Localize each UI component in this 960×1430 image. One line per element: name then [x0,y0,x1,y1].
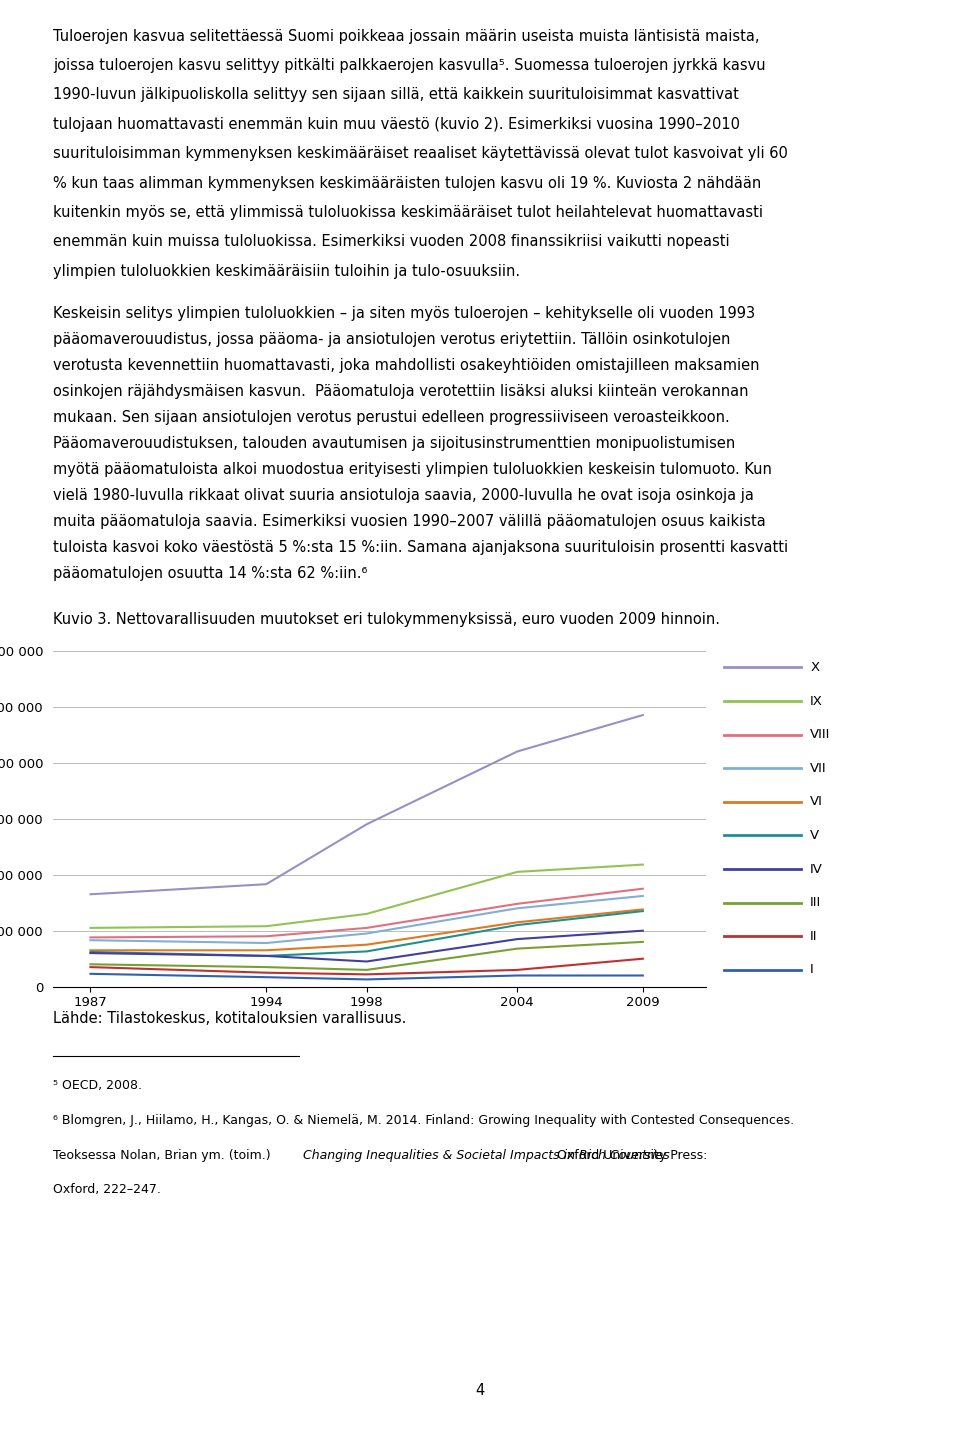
VI [260,942,272,960]
Text: enemmän kuin muissa tuloluokissa. Esimerkiksi vuoden 2008 finanssikriisi vaikutt: enemmän kuin muissa tuloluokissa. Esimer… [53,235,730,249]
Text: 1990-luvun jälkipuoliskolla selittyy sen sijaan sillä, että kaikkein suuritulois: 1990-luvun jälkipuoliskolla selittyy sen… [53,87,738,103]
Text: osinkojen räjähdysmäisen kasvun.  Pääomatuloja verotettiin lisäksi aluksi kiinte: osinkojen räjähdysmäisen kasvun. Pääomat… [53,383,748,399]
Text: IV: IV [810,862,823,875]
Text: V: V [810,829,820,842]
Line: V: V [90,911,643,955]
Text: . Oxford University Press:: . Oxford University Press: [549,1148,708,1161]
VI [637,901,649,918]
VI [361,937,372,954]
II [260,964,272,981]
Line: VII: VII [90,897,643,942]
Text: Kuvio 3. Nettovarallisuuden muutokset eri tulokymmenyksissä, euro vuoden 2009 hi: Kuvio 3. Nettovarallisuuden muutokset er… [53,612,720,626]
X [84,885,96,902]
Text: muita pääomatuloja saavia. Esimerkiksi vuosien 1990–2007 välillä pääomatulojen o: muita pääomatuloja saavia. Esimerkiksi v… [53,513,765,529]
Text: II: II [810,930,818,942]
Text: tuloista kasvoi koko väestöstä 5 %:sta 15 %:iin. Samana ajanjaksona suurituloisi: tuloista kasvoi koko väestöstä 5 %:sta 1… [53,539,788,555]
III [361,961,372,978]
Line: III: III [90,942,643,970]
Text: III: III [810,897,822,909]
Line: IV: IV [90,931,643,961]
Text: myötä pääomatuloista alkoi muodostua erityisesti ylimpien tuloluokkien keskeisin: myötä pääomatuloista alkoi muodostua eri… [53,462,772,476]
V [512,917,523,934]
III [260,958,272,975]
VII [361,925,372,942]
VII [512,899,523,917]
IX [260,918,272,935]
Text: Oxford, 222–247.: Oxford, 222–247. [53,1183,160,1195]
X [512,744,523,761]
VII [637,888,649,905]
Line: VI: VI [90,909,643,951]
IV [260,947,272,964]
I [84,965,96,982]
VII [84,931,96,948]
Text: kuitenkin myös se, että ylimmissä tuloluokissa keskimääräiset tulot heilahteleva: kuitenkin myös se, että ylimmissä tulolu… [53,204,763,220]
Text: suurituloisimman kymmenyksen keskimääräiset reaaliset käytettävissä olevat tulot: suurituloisimman kymmenyksen keskimääräi… [53,146,787,162]
II [512,961,523,978]
IV [84,945,96,962]
I [512,967,523,984]
II [84,958,96,975]
VIII [361,919,372,937]
X [637,706,649,724]
IV [637,922,649,940]
Text: joissa tuloerojen kasvu selittyy pitkälti palkkaerojen kasvulla⁵. Suomessa tuloe: joissa tuloerojen kasvu selittyy pitkält… [53,59,765,73]
X [260,875,272,892]
Text: % kun taas alimman kymmenyksen keskimääräisten tulojen kasvu oli 19 %. Kuviosta : % kun taas alimman kymmenyksen keskimäär… [53,176,761,190]
IX [84,919,96,937]
Text: Teoksessa Nolan, Brian ym. (toim.): Teoksessa Nolan, Brian ym. (toim.) [53,1148,275,1161]
II [637,950,649,967]
V [260,947,272,964]
III [84,955,96,972]
Text: X: X [810,661,820,674]
V [637,902,649,919]
I [361,971,372,988]
Line: I: I [90,974,643,980]
Text: pääomaverouudistus, jossa pääoma- ja ansiotulojen verotus eriytettiin. Tällöin o: pääomaverouudistus, jossa pääoma- ja ans… [53,332,731,347]
Text: verotusta kevennettiin huomattavasti, joka mahdollisti osakeyhtiöiden omistajill: verotusta kevennettiin huomattavasti, jo… [53,358,759,373]
VIII [512,895,523,912]
VIII [637,879,649,897]
V [84,944,96,961]
Text: VIII: VIII [810,728,830,741]
Text: pääomatulojen osuutta 14 %:sta 62 %:iin.⁶: pääomatulojen osuutta 14 %:sta 62 %:iin.… [53,566,367,581]
IV [361,952,372,970]
Text: I: I [810,964,814,977]
II [361,965,372,982]
Line: IX: IX [90,865,643,928]
I [637,967,649,984]
Text: Keskeisin selitys ylimpien tuloluokkien – ja siten myös tuloerojen – kehityksell: Keskeisin selitys ylimpien tuloluokkien … [53,306,755,320]
VI [512,914,523,931]
VIII [84,930,96,947]
Text: Changing Inequalities & Societal Impacts in Rich Countries: Changing Inequalities & Societal Impacts… [303,1148,670,1161]
Text: vielä 1980-luvulla rikkaat olivat suuria ansiotuloja saavia, 2000-luvulla he ova: vielä 1980-luvulla rikkaat olivat suuria… [53,488,754,503]
Text: ⁵ OECD, 2008.: ⁵ OECD, 2008. [53,1080,142,1093]
IX [512,864,523,881]
I [260,968,272,985]
VI [84,942,96,960]
III [637,934,649,951]
VII [260,934,272,951]
Line: II: II [90,958,643,974]
VIII [260,928,272,945]
Text: VII: VII [810,762,827,775]
Text: IX: IX [810,695,823,708]
Line: VIII: VIII [90,888,643,938]
Text: VI: VI [810,795,823,808]
Text: ⁶ Blomgren, J., Hiilamo, H., Kangas, O. & Niemelä, M. 2014. Finland: Growing Ine: ⁶ Blomgren, J., Hiilamo, H., Kangas, O. … [53,1114,794,1127]
Text: Pääomaverouudistuksen, talouden avautumisen ja sijoitusinstrumenttien monipuolis: Pääomaverouudistuksen, talouden avautumi… [53,436,735,450]
IX [361,905,372,922]
Text: tulojaan huomattavasti enemmän kuin muu väestö (kuvio 2). Esimerkiksi vuosina 19: tulojaan huomattavasti enemmän kuin muu … [53,117,740,132]
Text: Lähde: Tilastokeskus, kotitalouksien varallisuus.: Lähde: Tilastokeskus, kotitalouksien var… [53,1011,406,1025]
IX [637,857,649,874]
Text: 4: 4 [475,1383,485,1399]
X [361,815,372,832]
Text: mukaan. Sen sijaan ansiotulojen verotus perustui edelleen progressiiviseen veroa: mukaan. Sen sijaan ansiotulojen verotus … [53,410,730,425]
Line: X: X [90,715,643,894]
III [512,940,523,957]
IV [512,931,523,948]
V [361,942,372,960]
Text: Tuloerojen kasvua selitettäessä Suomi poikkeaa jossain määrin useista muista län: Tuloerojen kasvua selitettäessä Suomi po… [53,29,759,44]
Text: ylimpien tuloluokkien keskimääräisiin tuloihin ja tulo-osuuksiin.: ylimpien tuloluokkien keskimääräisiin tu… [53,263,520,279]
